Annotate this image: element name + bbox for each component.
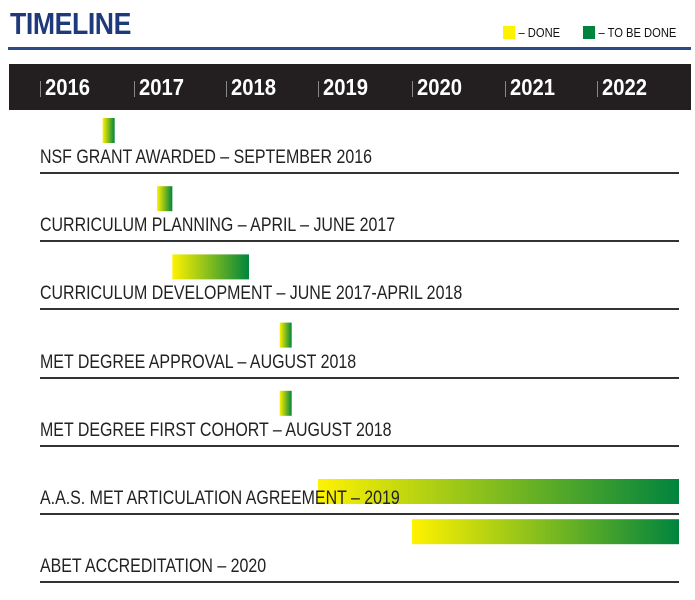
year-label-2017: 2017 — [134, 64, 190, 110]
row-divider — [40, 376, 679, 379]
year-tick — [505, 80, 506, 97]
task-label: ABET ACCREDITATION – 2020 — [40, 556, 267, 578]
task-bar — [318, 479, 679, 504]
done-swatch — [503, 25, 516, 39]
task-bar — [172, 254, 249, 280]
year-label-2020: 2020 — [412, 64, 468, 110]
year-label-2019: 2019 — [318, 64, 374, 110]
row-divider — [40, 581, 679, 584]
task-bar — [157, 186, 173, 212]
year-text: 2019 — [323, 74, 369, 100]
year-tick — [134, 80, 135, 97]
task-label: NSF GRANT AWARDED – SEPTEMBER 2016 — [40, 147, 372, 168]
year-text: 2020 — [417, 74, 463, 100]
legend-label-done: – DONE — [518, 24, 561, 40]
task-label: CURRICULUM PLANNING – APRIL – JUNE 2017 — [40, 215, 396, 237]
task-bar — [279, 390, 292, 416]
year-header-bar — [9, 64, 691, 110]
row-divider — [40, 240, 679, 243]
legend-label-to-be-done: – TO BE DONE — [598, 24, 677, 40]
year-label-2018: 2018 — [226, 64, 282, 110]
task-label: MET DEGREE FIRST COHORT – AUGUST 2018 — [40, 419, 392, 441]
task-bar — [279, 322, 292, 348]
year-tick — [318, 80, 319, 97]
row-divider — [40, 444, 679, 447]
year-label-2021: 2021 — [505, 64, 561, 110]
task-label: A.A.S. MET ARTICULATION AGREEMENT – 2019 — [40, 488, 400, 509]
title-underline — [8, 47, 691, 50]
year-text: 2018 — [231, 74, 277, 100]
row-divider — [40, 513, 679, 515]
task-bar — [412, 519, 679, 545]
year-text: 2022 — [602, 74, 648, 100]
to-be-done-swatch — [583, 25, 596, 39]
year-tick — [226, 80, 227, 97]
year-text: 2016 — [45, 74, 91, 100]
legend-item-done: – DONE — [503, 22, 560, 42]
task-label: MET DEGREE APPROVAL – AUGUST 2018 — [40, 351, 357, 373]
year-label-2016: 2016 — [40, 64, 96, 110]
year-text: 2017 — [139, 74, 185, 100]
year-text: 2021 — [510, 74, 556, 100]
row-divider — [40, 308, 679, 311]
year-tick — [597, 80, 598, 97]
year-tick — [40, 80, 41, 97]
task-bar — [102, 118, 115, 143]
year-tick — [412, 80, 413, 97]
task-label: CURRICULUM DEVELOPMENT – JUNE 2017-APRIL… — [40, 283, 463, 305]
year-label-2022: 2022 — [597, 64, 653, 110]
row-divider — [40, 172, 679, 174]
page-title: TIMELINE — [10, 6, 131, 41]
legend-item-to-be-done: – TO BE DONE — [583, 22, 676, 42]
